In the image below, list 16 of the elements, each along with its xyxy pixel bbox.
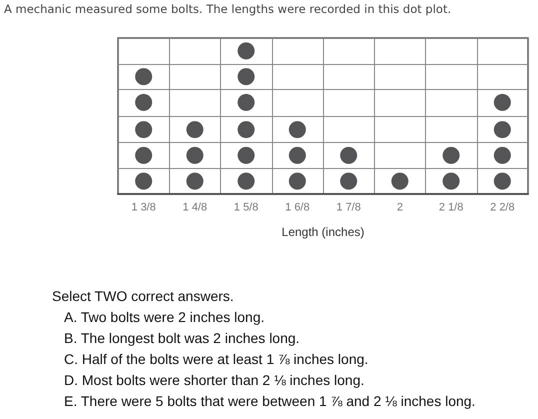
x-tick-label: 1 7/8 bbox=[336, 202, 361, 214]
x-tick-label: 2 bbox=[396, 202, 403, 214]
x-tick-label: 1 6/8 bbox=[285, 202, 310, 214]
text: D. Most bolts were shorter than 2 ⅛ inches long. bbox=[63, 371, 366, 390]
chart-title: A mechanic measured some bolts. The lengths were recorded in this dot plot. bbox=[4, 2, 452, 16]
x-tick-label: 2 2/8 bbox=[490, 202, 515, 214]
x-tick-label: 1 3/8 bbox=[131, 202, 156, 214]
text: C. Half of the bolts were at least 1 ⅞ inches long. bbox=[63, 350, 370, 369]
x-tick-label: 1 4/8 bbox=[182, 202, 208, 214]
text: E. There were 5 bolts that were between 1 ⅞ and 2 ⅛ inches long. bbox=[63, 392, 476, 411]
x-tick-label: 1 5/8 bbox=[234, 202, 258, 214]
text: Select TWO correct answers. bbox=[52, 287, 235, 306]
text: A. Two bolts were 2 inches long. bbox=[63, 308, 266, 327]
x-tick-label: 2 1/8 bbox=[438, 202, 464, 214]
x-axis-title: Length (inches) bbox=[282, 225, 364, 239]
text: B. The longest bolt was 2 inches long. bbox=[63, 329, 301, 348]
